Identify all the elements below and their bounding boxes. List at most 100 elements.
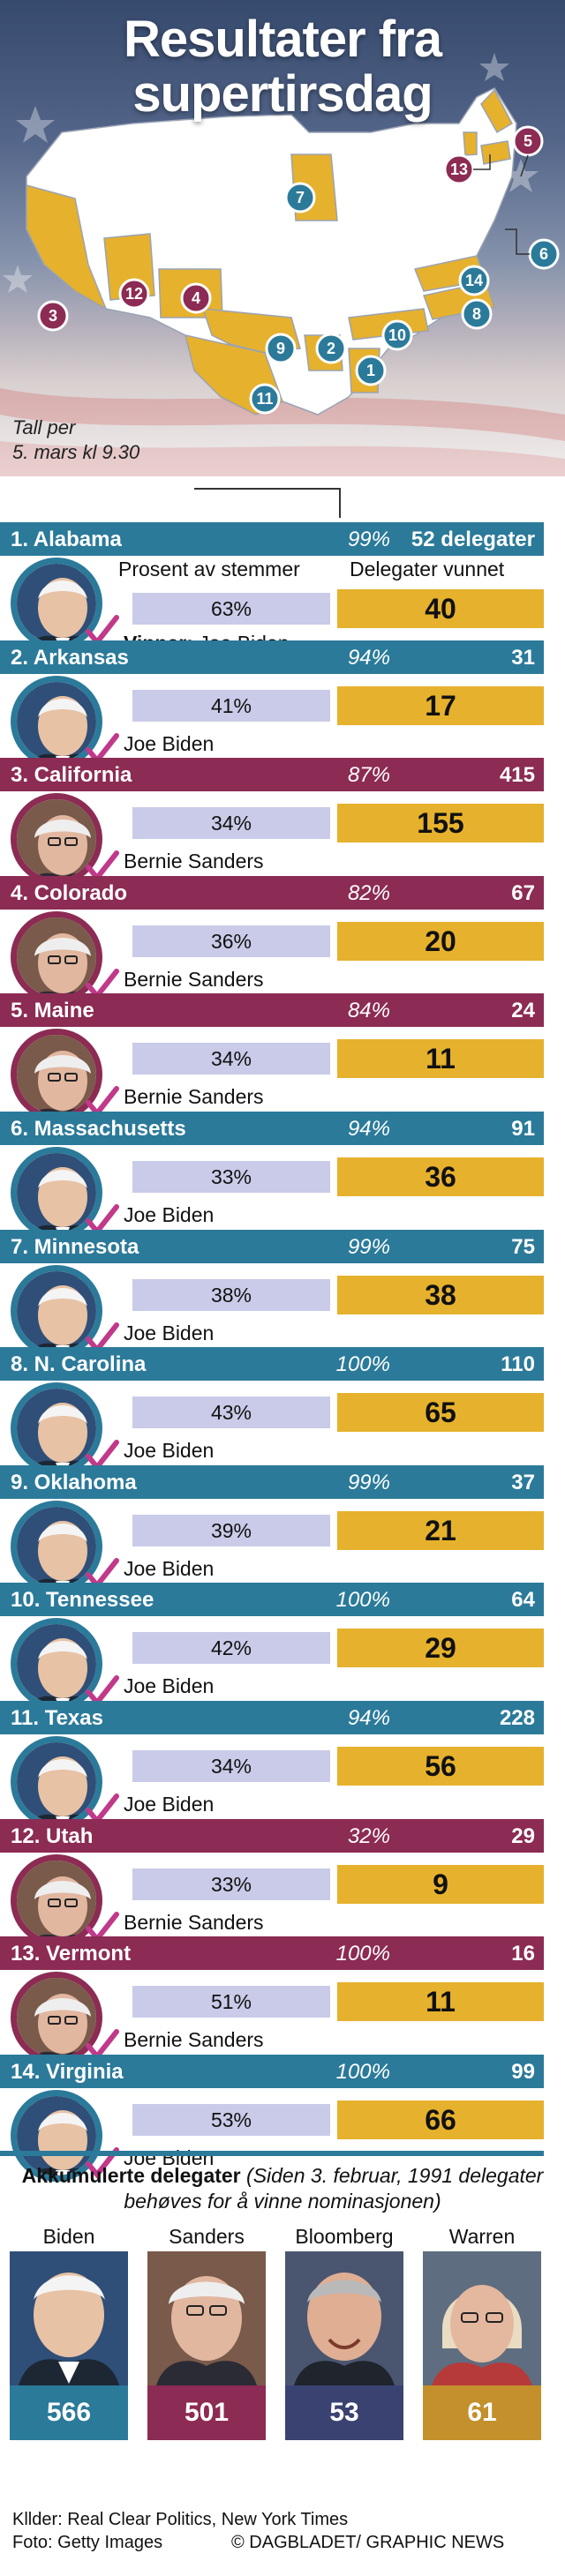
state-name: 1. Alabama — [11, 528, 122, 551]
map-marker-label: 7 — [296, 189, 305, 206]
winner-name: Joe Biden — [124, 1203, 215, 1226]
winner-name: Bernie Sanders — [124, 1085, 264, 1109]
state-row: 2. Arkansas 94% 31 41% 17 Joe Biden — [0, 640, 565, 768]
map-marker-label: 13 — [450, 161, 468, 178]
vote-percent-bar: 42% — [132, 1632, 330, 1665]
map-header: 1 2 3 4 5 6 7 8 9 10 11 12 13 14 — [0, 0, 565, 476]
winner-name: Joe Biden — [124, 1439, 215, 1463]
map-marker-3: 3 — [37, 300, 69, 332]
reported-percent: 94% — [347, 1117, 390, 1141]
winner-label: Joe Biden — [124, 1203, 214, 1227]
winner-name: Joe Biden — [124, 1321, 215, 1344]
delegates-won-bar: 29 — [337, 1629, 544, 1668]
winner-label: Bernie Sanders — [124, 2028, 264, 2052]
state-name: 14. Virginia — [11, 2059, 124, 2084]
winner-label: Joe Biden — [124, 1557, 214, 1581]
state-row: 11. Texas 94% 228 34% 56 Joe Biden — [0, 1701, 565, 1828]
state-delegates: 37 — [511, 1471, 535, 1495]
page-title: Resultater fra supertirsdag — [124, 11, 442, 123]
state-name: 8. N. Carolina — [11, 1352, 147, 1377]
map-marker-13: 13 — [443, 154, 475, 185]
state-row: 3. California 87% 415 34% 155 Bernie Sanders — [0, 758, 565, 886]
winner-name: Bernie Sanders — [124, 1910, 264, 1934]
delegates-won-bar: 155 — [337, 804, 544, 843]
bloomberg-photo — [285, 2251, 403, 2385]
winner-label: Joe Biden — [124, 732, 214, 756]
winner-photo — [11, 793, 102, 886]
state-delegates: 415 — [500, 763, 535, 788]
winner-name: Bernie Sanders — [124, 967, 264, 991]
reported-percent: 32% — [347, 1823, 390, 1848]
winner-label: Bernie Sanders — [124, 1085, 264, 1109]
map-marker-label: 14 — [465, 272, 483, 289]
state-delegates: 31 — [511, 646, 535, 670]
candidate-sanders: Sanders 501 — [145, 2225, 268, 2440]
us-map — [26, 87, 517, 416]
cumulative-heading: Akkumulerte delegater (Siden 3. februar,… — [0, 2163, 565, 2214]
timestamp-leader — [194, 488, 340, 490]
state-name: 2. Arkansas — [11, 645, 129, 670]
cumulative-title: Akkumulerte delegater — [21, 2164, 241, 2187]
reported-percent: 100% — [335, 2059, 390, 2084]
state-header-bar: 2. Arkansas 94% 31 — [0, 640, 544, 674]
vote-percent-bar: 63% — [132, 593, 330, 625]
state-delegates: 24 — [511, 999, 535, 1023]
state-name: 10. Tennessee — [11, 1588, 154, 1613]
state-header-bar: 12. Utah 32% 29 — [0, 1818, 544, 1853]
state-name: 11. Texas — [11, 1706, 103, 1730]
winner-photo — [11, 1618, 102, 1711]
delegates-suffix: delegater — [441, 528, 535, 551]
candidate-warren: Warren 61 — [420, 2225, 544, 2440]
state-header-bar: 5. Maine 84% 24 — [0, 993, 544, 1028]
map-marker-label: 4 — [192, 289, 200, 307]
reported-percent: 84% — [347, 999, 390, 1023]
state-header-bar: 7. Minnesota 99% 75 — [0, 1229, 544, 1263]
candidate-total: 61 — [423, 2385, 541, 2440]
delegates-won-bar: 21 — [337, 1510, 544, 1550]
timestamp-line1: Tall per — [12, 416, 76, 438]
delegates-won-bar: 66 — [337, 2100, 544, 2139]
map-marker-11: 11 — [249, 383, 281, 415]
candidate-name: Warren — [448, 2225, 516, 2248]
state-delegates-count: 37 — [511, 1470, 535, 1494]
reported-percent: 100% — [335, 1352, 390, 1377]
checkmark-icon — [86, 2146, 119, 2179]
vote-percent-bar: 41% — [132, 689, 330, 722]
state-header-bar: 1. Alabama 99% 52 delegater — [0, 522, 544, 556]
delegates-won-bar: 36 — [337, 1157, 544, 1196]
state-delegates: 64 — [511, 1588, 535, 1613]
state-header-bar: 13. Vermont 100% 16 — [0, 1936, 544, 1971]
state-row: 1. Alabama 99% 52 delegater Prosent av stem… — [0, 522, 565, 655]
candidate-name: Sanders — [169, 2225, 245, 2248]
vote-percent-bar: 38% — [132, 1278, 330, 1311]
state-delegates-count: 91 — [511, 1117, 535, 1141]
state-delegates: 99 — [511, 2060, 535, 2085]
map-marker-9: 9 — [265, 333, 297, 364]
map-marker-7: 7 — [284, 182, 316, 213]
winner-photo — [11, 675, 102, 768]
warren-photo — [423, 2251, 541, 2385]
reported-percent: 99% — [347, 1234, 390, 1259]
delegates-won-bar: 11 — [337, 1982, 544, 2022]
state-header-bar: 11. Texas 94% 228 — [0, 1701, 544, 1734]
state-delegates-count: 228 — [499, 1706, 535, 1730]
winner-label: Joe Biden — [124, 1439, 214, 1463]
candidate-total: 501 — [147, 2385, 266, 2440]
winner-label: Joe Biden — [124, 2146, 214, 2170]
map-marker-6: 6 — [528, 238, 560, 270]
map-marker-label: 8 — [472, 305, 481, 323]
candidate-bloomberg: Bloomberg 53 — [282, 2225, 406, 2440]
map-marker-label: 9 — [276, 340, 285, 357]
state-row: 7. Minnesota 99% 75 38% 38 Joe Biden — [0, 1229, 565, 1357]
state-delegates-count: 110 — [501, 1352, 535, 1377]
state-name: 6. Massachusetts — [11, 1117, 186, 1141]
delegates-won-bar: 56 — [337, 1747, 544, 1786]
state-delegates: 75 — [511, 1235, 535, 1260]
reported-percent: 99% — [347, 1470, 390, 1494]
sanders-photo — [147, 2251, 266, 2385]
map-marker-label: 11 — [256, 390, 273, 408]
state-header-bar: 14. Virginia 100% 99 — [0, 2054, 544, 2088]
candidate-name: Bloomberg — [295, 2225, 394, 2248]
state-header-bar: 3. California 87% 415 — [0, 758, 544, 792]
